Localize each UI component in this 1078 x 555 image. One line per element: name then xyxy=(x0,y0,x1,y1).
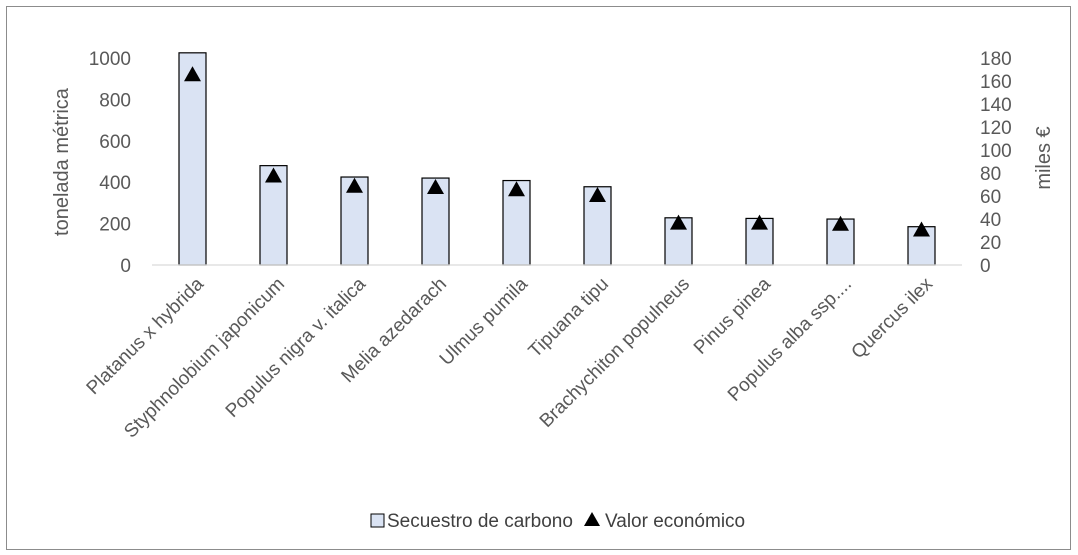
marker-point xyxy=(508,181,525,197)
x-tick-label: Quercus ilex xyxy=(848,273,938,363)
marker-point xyxy=(913,221,930,237)
legend-marker-valor xyxy=(584,512,600,526)
x-tick-label: Tipuana tipu xyxy=(525,274,613,362)
bar xyxy=(421,177,450,266)
y-tick-label: 1000 xyxy=(89,49,131,70)
legend-swatch-carbono xyxy=(370,513,385,528)
y-tick-label: 800 xyxy=(99,90,131,111)
legend-label-carbono: Secuestro de carbono xyxy=(387,511,573,532)
marker-point xyxy=(346,177,363,193)
y-tick-label: 200 xyxy=(99,215,131,236)
y2-tick-label: 80 xyxy=(980,164,1001,185)
x-tick-label: Brachychiton populneus xyxy=(536,274,694,432)
marker-point xyxy=(670,214,687,230)
y-axis-ticks: 0 200 400 600 800 1000 xyxy=(89,49,131,277)
x-tick-label: Styphnolobium japonicum xyxy=(120,274,289,443)
marker-point xyxy=(427,178,444,194)
y-tick-label: 0 xyxy=(120,256,131,277)
legend-label-valor: Valor económico xyxy=(605,511,745,532)
y2-tick-label: 140 xyxy=(980,95,1012,116)
bar xyxy=(178,52,207,266)
marker-point xyxy=(589,187,606,202)
y2-tick-label: 100 xyxy=(980,141,1012,162)
marker-point xyxy=(751,214,768,230)
y-tick-label: 600 xyxy=(99,132,131,153)
y-axis-title: tonelada métrica xyxy=(51,87,73,236)
y2-axis-title: miles € xyxy=(1033,126,1055,189)
y2-tick-label: 0 xyxy=(980,256,991,277)
x-tick-label: Pinus pinea xyxy=(690,273,775,358)
bar-series xyxy=(178,52,936,266)
marker-series xyxy=(184,66,930,237)
marker-point xyxy=(265,167,282,183)
y2-tick-label: 40 xyxy=(980,210,1001,231)
y2-tick-label: 160 xyxy=(980,72,1012,93)
y2-tick-label: 180 xyxy=(980,49,1012,70)
y2-tick-label: 60 xyxy=(980,187,1001,208)
marker-point xyxy=(184,66,201,82)
y2-tick-label: 20 xyxy=(980,233,1001,254)
legend: Secuestro de carbono Valor económico xyxy=(370,511,745,532)
y-tick-label: 400 xyxy=(99,173,131,194)
marker-point xyxy=(832,215,849,231)
y2-tick-label: 120 xyxy=(980,118,1012,139)
x-tick-label: Populus nigra v. italica xyxy=(222,273,371,422)
